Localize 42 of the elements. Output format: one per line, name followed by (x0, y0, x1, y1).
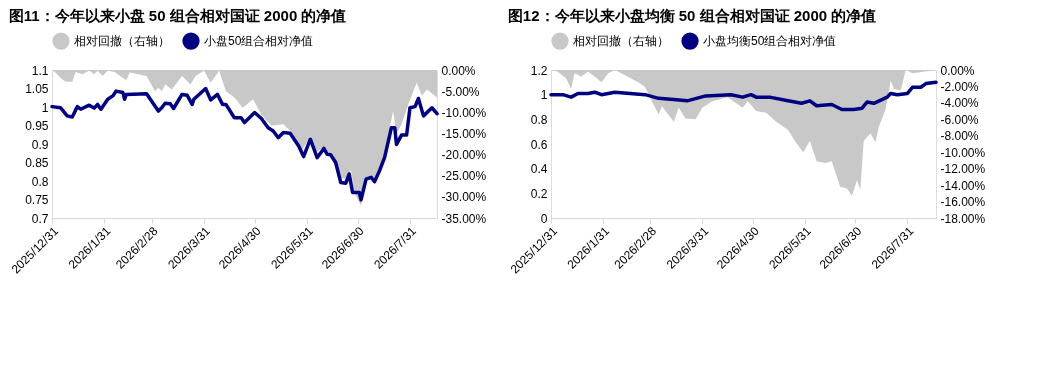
y2-tick-label: -35.00% (441, 211, 487, 226)
y-tick-label: 0.9 (31, 137, 49, 152)
y2-tick-label: -4.00% (940, 96, 979, 111)
y2-tick-label: -20.00% (441, 148, 487, 163)
y-tick-label: 1 (540, 88, 548, 103)
line-series (50, 86, 439, 202)
legend-label: 相对回撤（右轴） (74, 34, 170, 49)
y2-tick-label: -10.00% (441, 105, 487, 120)
legend-label: 小盘50组合相对净值 (204, 34, 314, 49)
y-tick-label: 0.95 (25, 119, 49, 133)
y2-tick-label: -10.00% (940, 145, 986, 160)
y-tick-label: 1.1 (31, 63, 49, 78)
y-tick-label: 0.8 (31, 174, 49, 189)
y2-tick-label: -25.00% (441, 169, 487, 184)
y-tick-label: 0.85 (25, 156, 49, 170)
y-tick-label: 0 (540, 211, 548, 226)
chart-title: 图12：今年以来小盘均衡 50 组合相对国证 2000 的净值 (507, 7, 877, 24)
y-tick-label: 0.6 (530, 137, 548, 152)
y2-tick-label: -8.00% (940, 129, 979, 144)
y2-tick-label: -16.00% (940, 195, 986, 210)
y-tick-label: 1.2 (530, 63, 548, 78)
y2-tick-label: -30.00% (441, 190, 487, 205)
y-tick-label: 0.4 (530, 162, 548, 177)
y-tick-label: 0.2 (530, 186, 548, 201)
y2-tick-label: -18.00% (940, 211, 986, 226)
chart-title: 图11：今年以来小盘 50 组合相对国证 2000 的净值 (8, 7, 347, 24)
y2-tick-label: -12.00% (940, 162, 986, 177)
y2-tick-label: -6.00% (940, 112, 979, 127)
line-series (549, 80, 938, 112)
y-tick-label: 1 (41, 100, 49, 115)
y2-tick-label: -14.00% (940, 178, 986, 193)
y2-tick-label: 0.00% (441, 63, 476, 78)
y2-tick-label: -15.00% (441, 126, 487, 141)
legend-label: 相对回撤（右轴） (573, 34, 669, 49)
y-tick-label: 0.8 (530, 112, 548, 127)
y2-tick-label: 0.00% (940, 63, 975, 78)
y2-tick-label: -5.00% (441, 84, 480, 99)
y-tick-label: 1.05 (25, 82, 49, 96)
y-tick-label: 0.75 (25, 193, 49, 207)
legend-label: 小盘均衡50组合相对净值 (703, 34, 837, 49)
y2-tick-label: -2.00% (940, 79, 979, 94)
y-tick-label: 0.7 (31, 211, 49, 226)
